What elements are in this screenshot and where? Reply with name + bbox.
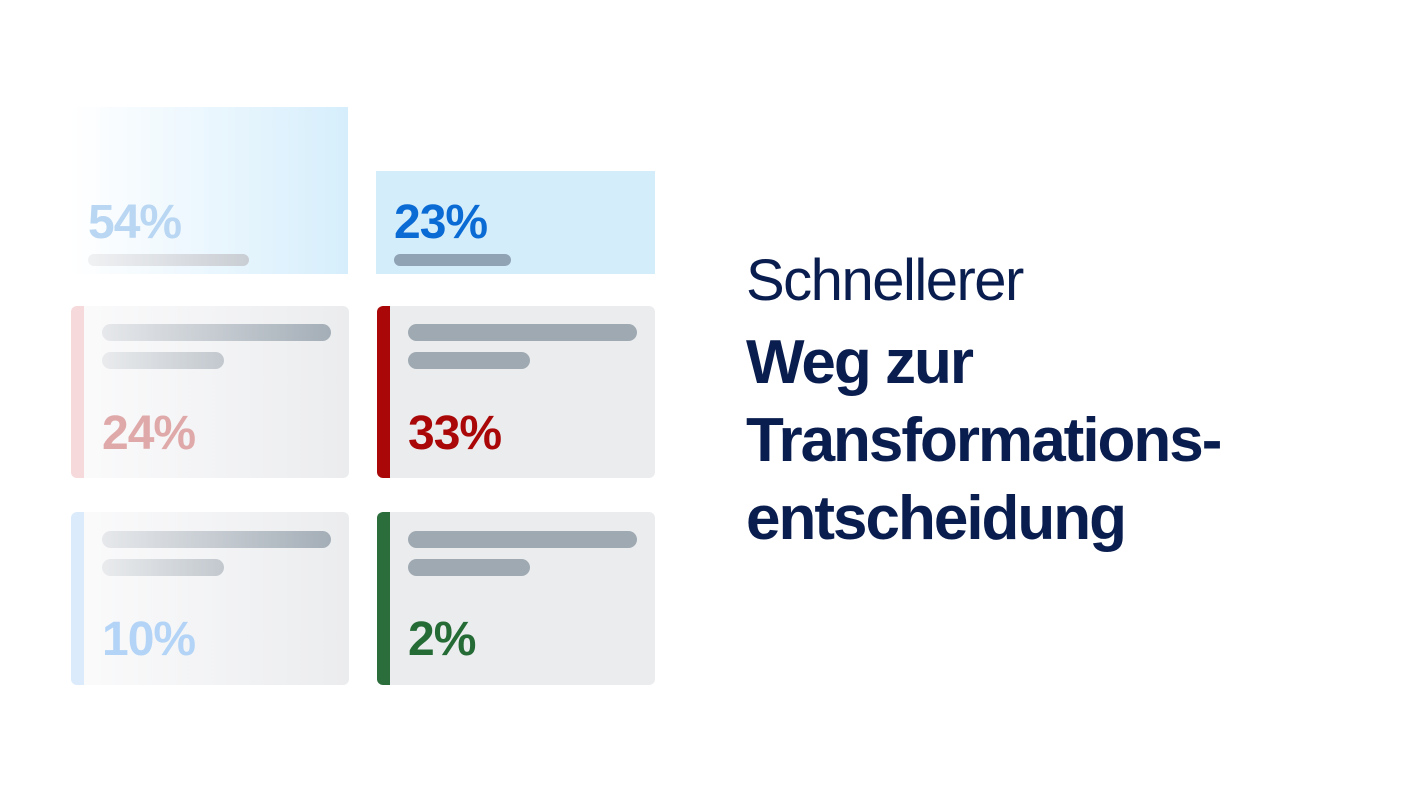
tile-edge xyxy=(377,512,390,685)
stat-value: 33% xyxy=(408,407,502,460)
heading-bold: Weg zur xyxy=(746,328,974,397)
placeholder-bar xyxy=(88,254,249,266)
stat-value: 24% xyxy=(102,407,196,460)
tile-edge xyxy=(377,306,390,478)
stat-tile: 54% xyxy=(71,107,348,274)
placeholder-bar xyxy=(408,352,530,369)
tile-edge xyxy=(71,306,84,478)
stat-tile: 24% xyxy=(71,306,349,478)
placeholder-bar xyxy=(102,324,331,341)
heading-bold: entscheidung xyxy=(746,484,1127,553)
heading-bold: Transformations- xyxy=(746,406,1222,475)
heading-light: Schnellerer xyxy=(746,248,1024,313)
stat-tile: 23% xyxy=(376,171,655,274)
stat-value: 10% xyxy=(102,613,196,666)
placeholder-bar xyxy=(408,531,637,548)
stat-value: 2% xyxy=(408,613,476,666)
stat-value: 54% xyxy=(88,196,182,249)
stat-tile: 10% xyxy=(71,512,349,685)
stat-tile: 2% xyxy=(377,512,655,685)
tile-edge xyxy=(71,512,84,685)
placeholder-bar xyxy=(102,559,224,576)
placeholder-bar xyxy=(408,324,637,341)
stat-value: 23% xyxy=(394,196,488,249)
placeholder-bar xyxy=(408,559,530,576)
placeholder-bar xyxy=(102,531,331,548)
placeholder-bar xyxy=(102,352,224,369)
stat-tile: 33% xyxy=(377,306,655,478)
placeholder-bar xyxy=(394,254,511,266)
